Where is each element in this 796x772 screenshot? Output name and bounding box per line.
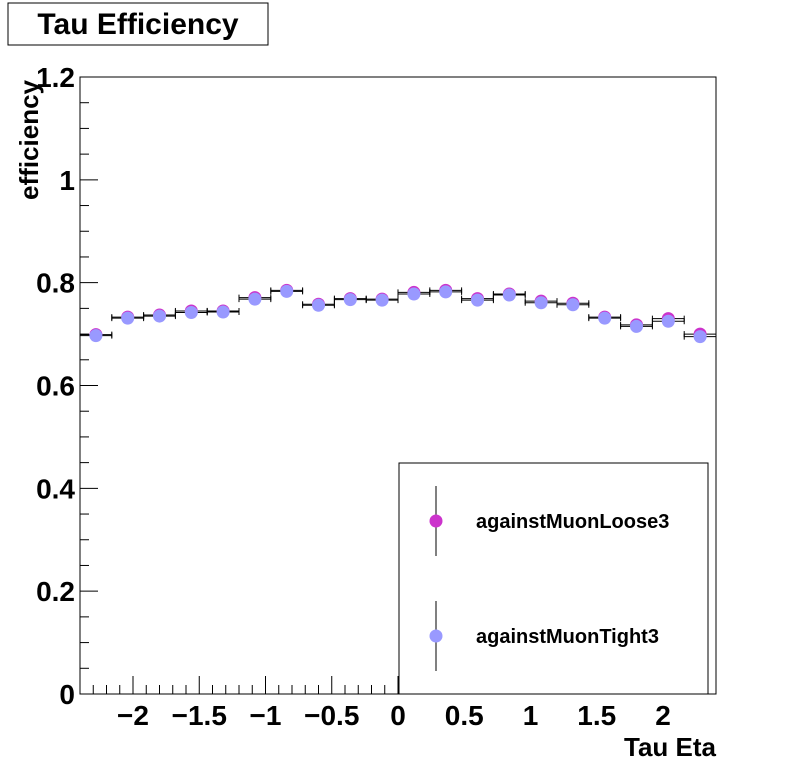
y-tick-label: 0.4: [36, 473, 75, 504]
data-point: [534, 296, 548, 310]
data-point: [598, 311, 612, 325]
legend-marker: [429, 629, 443, 643]
legend-label: againstMuonLoose3: [476, 511, 669, 533]
data-point: [630, 319, 643, 333]
data-point: [407, 287, 421, 301]
x-tick-label: −0.5: [304, 700, 359, 731]
data-point: [121, 311, 135, 325]
legend-marker: [429, 514, 443, 528]
y-tick-label: 0.6: [36, 371, 75, 402]
data-point: [471, 293, 484, 307]
x-axis: −2 −1.5 −1 −0.5 0 0.5 1 1.5 2: [92, 676, 704, 731]
legend: againstMuonLoose3 againstMuonTight3: [429, 486, 669, 671]
y-axis-label: efficiency: [14, 79, 44, 199]
x-tick-label: 0: [390, 700, 406, 731]
data-point: [280, 284, 294, 298]
y-tick-label: 0.8: [36, 268, 75, 299]
x-tick-label: −2: [117, 700, 149, 731]
data-point: [312, 298, 325, 312]
series-againstMuonTight3: [79, 284, 717, 344]
title-box: [7, 2, 269, 46]
data-point: [343, 293, 357, 307]
data-point: [439, 285, 453, 299]
data-point: [153, 309, 166, 323]
y-tick-label: 1: [59, 165, 75, 196]
x-tick-label: 0.5: [445, 700, 484, 731]
data-point: [661, 314, 675, 328]
legend-entry: againstMuonTight3: [429, 601, 659, 671]
data-point: [216, 305, 230, 319]
y-tick-label: 1.2: [36, 62, 75, 93]
legend-entry: againstMuonLoose3: [429, 486, 669, 556]
data-point: [248, 292, 262, 306]
legend-label: againstMuonTight3: [476, 626, 659, 648]
y-tick-label: 0.2: [36, 576, 75, 607]
legend-box: [398, 462, 709, 695]
x-tick-label: 2: [655, 700, 671, 731]
y-axis: 0 0.2 0.4 0.6 0.8 1 1.2: [36, 62, 98, 710]
y-tick-label: 0: [59, 679, 75, 710]
x-tick-label: 1: [523, 700, 539, 731]
x-tick-label: −1: [250, 700, 282, 731]
data-point: [184, 305, 198, 319]
series-layer: [79, 283, 717, 344]
data-point: [693, 330, 707, 344]
chart-title: Tau Efficiency: [37, 8, 238, 41]
x-tick-label: 1.5: [577, 700, 616, 731]
data-point: [502, 288, 516, 302]
x-tick-label: −1.5: [172, 700, 227, 731]
data-point: [89, 329, 103, 343]
data-point: [375, 293, 389, 307]
x-axis-label: Tau Eta: [624, 732, 717, 762]
data-point: [566, 298, 580, 312]
